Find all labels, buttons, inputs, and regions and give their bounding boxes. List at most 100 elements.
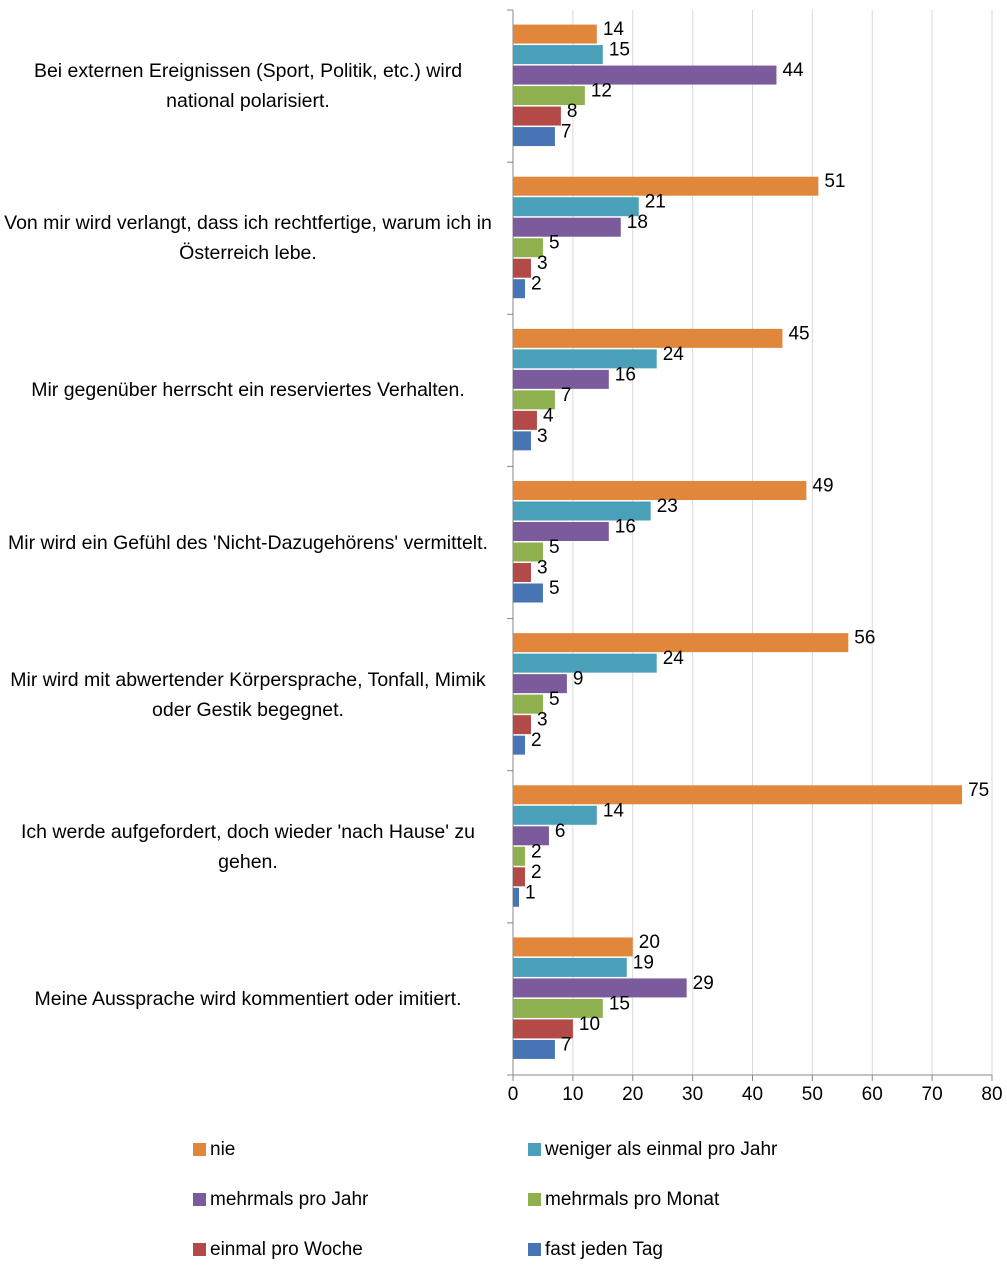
value-label: 44 bbox=[782, 60, 804, 81]
bar bbox=[513, 369, 609, 389]
bar bbox=[513, 410, 537, 430]
value-label: 51 bbox=[824, 171, 845, 192]
value-label: 56 bbox=[854, 628, 875, 649]
category-label: Von mir wird verlangt, dass ich rechtfer… bbox=[4, 212, 492, 265]
bar bbox=[513, 328, 783, 348]
bar bbox=[513, 86, 585, 106]
bar bbox=[513, 1039, 555, 1059]
bar bbox=[513, 785, 963, 805]
x-tick-label: 20 bbox=[622, 1084, 643, 1105]
value-label: 2 bbox=[531, 730, 542, 751]
legend-label: fast jeden Tag bbox=[545, 1239, 663, 1260]
legend-swatch bbox=[193, 1193, 206, 1206]
value-label: 7 bbox=[561, 122, 572, 143]
category-label: Mir wird mit abwertender Körpersprache, … bbox=[10, 668, 486, 721]
bar bbox=[513, 563, 531, 582]
value-label: 24 bbox=[663, 648, 685, 669]
legend-swatch bbox=[528, 1243, 541, 1256]
legend-label: weniger als einmal pro Jahr bbox=[544, 1139, 778, 1160]
value-label: 16 bbox=[615, 364, 636, 385]
bar bbox=[513, 349, 657, 369]
bar bbox=[513, 106, 561, 126]
value-label: 7 bbox=[561, 1034, 572, 1055]
value-label: 12 bbox=[591, 81, 612, 102]
value-label: 2 bbox=[531, 862, 542, 883]
bar bbox=[513, 501, 651, 521]
x-tick-label: 80 bbox=[981, 1084, 1002, 1105]
legend-swatch bbox=[193, 1143, 206, 1156]
bar bbox=[513, 258, 531, 278]
legend-swatch bbox=[193, 1243, 206, 1256]
bar bbox=[513, 1019, 573, 1039]
bar bbox=[513, 805, 597, 825]
x-tick-label: 70 bbox=[922, 1084, 943, 1105]
value-label: 1 bbox=[525, 882, 536, 903]
bar bbox=[513, 217, 621, 237]
value-label: 19 bbox=[633, 952, 654, 973]
bar bbox=[513, 978, 687, 998]
value-label: 3 bbox=[537, 558, 548, 579]
bar bbox=[513, 867, 525, 887]
legend-label: nie bbox=[210, 1139, 235, 1160]
bar bbox=[513, 998, 603, 1018]
value-label: 7 bbox=[561, 385, 572, 406]
bar bbox=[513, 846, 525, 866]
value-label: 18 bbox=[627, 212, 648, 233]
x-tick-label: 10 bbox=[562, 1084, 583, 1105]
bar bbox=[513, 542, 543, 562]
bar bbox=[513, 24, 597, 44]
category-label: Mir gegenüber herrscht ein reserviertes … bbox=[31, 379, 465, 402]
bar bbox=[513, 887, 519, 907]
category-label: Mir wird ein Gefühl des 'Nicht-Dazugehör… bbox=[8, 531, 488, 554]
bar bbox=[513, 127, 555, 147]
value-label: 16 bbox=[615, 517, 636, 538]
value-label: 8 bbox=[567, 101, 578, 122]
value-label: 4 bbox=[543, 405, 554, 426]
value-label: 5 bbox=[549, 689, 560, 710]
bar bbox=[513, 583, 543, 603]
bar bbox=[513, 715, 531, 735]
value-label: 14 bbox=[603, 800, 625, 821]
category-label: Meine Aussprache wird kommentiert oder i… bbox=[34, 987, 462, 1010]
value-label: 10 bbox=[579, 1014, 600, 1035]
value-label: 5 bbox=[549, 537, 560, 558]
x-tick-label: 50 bbox=[802, 1084, 823, 1105]
bar bbox=[513, 633, 849, 653]
legend-label: mehrmals pro Jahr bbox=[210, 1189, 369, 1210]
bar bbox=[513, 826, 549, 846]
value-label: 15 bbox=[609, 993, 630, 1014]
legend-swatch bbox=[528, 1193, 541, 1206]
value-label: 5 bbox=[549, 578, 560, 599]
x-tick-label: 60 bbox=[862, 1084, 883, 1105]
bar bbox=[513, 197, 639, 217]
bar bbox=[513, 694, 543, 714]
bar bbox=[513, 238, 543, 258]
value-label: 21 bbox=[645, 192, 666, 213]
value-label: 45 bbox=[788, 323, 809, 344]
x-tick-label: 40 bbox=[742, 1084, 763, 1105]
value-label: 9 bbox=[573, 669, 584, 690]
legend-swatch bbox=[528, 1143, 541, 1156]
bar bbox=[513, 431, 531, 451]
value-label: 3 bbox=[537, 253, 548, 274]
bar bbox=[513, 45, 603, 65]
value-label: 29 bbox=[693, 973, 714, 994]
bar bbox=[513, 176, 819, 196]
value-label: 75 bbox=[968, 780, 989, 801]
value-label: 2 bbox=[531, 841, 542, 862]
value-label: 6 bbox=[555, 821, 566, 842]
x-tick-label: 30 bbox=[682, 1084, 703, 1105]
value-label: 15 bbox=[609, 40, 630, 61]
bar bbox=[513, 735, 525, 755]
value-label: 14 bbox=[603, 19, 625, 40]
bar bbox=[513, 653, 657, 673]
value-label: 3 bbox=[537, 426, 548, 447]
bar bbox=[513, 937, 633, 957]
bar bbox=[513, 522, 609, 541]
category-label: Ich werde aufgefordert, doch wieder 'nac… bbox=[20, 820, 476, 873]
bar bbox=[513, 481, 807, 500]
value-label: 20 bbox=[639, 932, 660, 953]
value-label: 49 bbox=[812, 476, 833, 497]
